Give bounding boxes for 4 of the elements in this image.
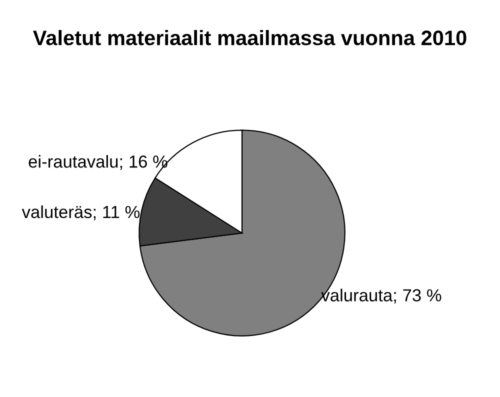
slice-label: valurauta; 73 %	[321, 288, 442, 304]
slice-label: ei-rautavalu; 16 %	[28, 155, 168, 170]
chart-title: Valetut materiaalit maailmassa vuonna 2010	[33, 30, 466, 46]
slice-label: valuteräs; 11 %	[22, 205, 140, 220]
